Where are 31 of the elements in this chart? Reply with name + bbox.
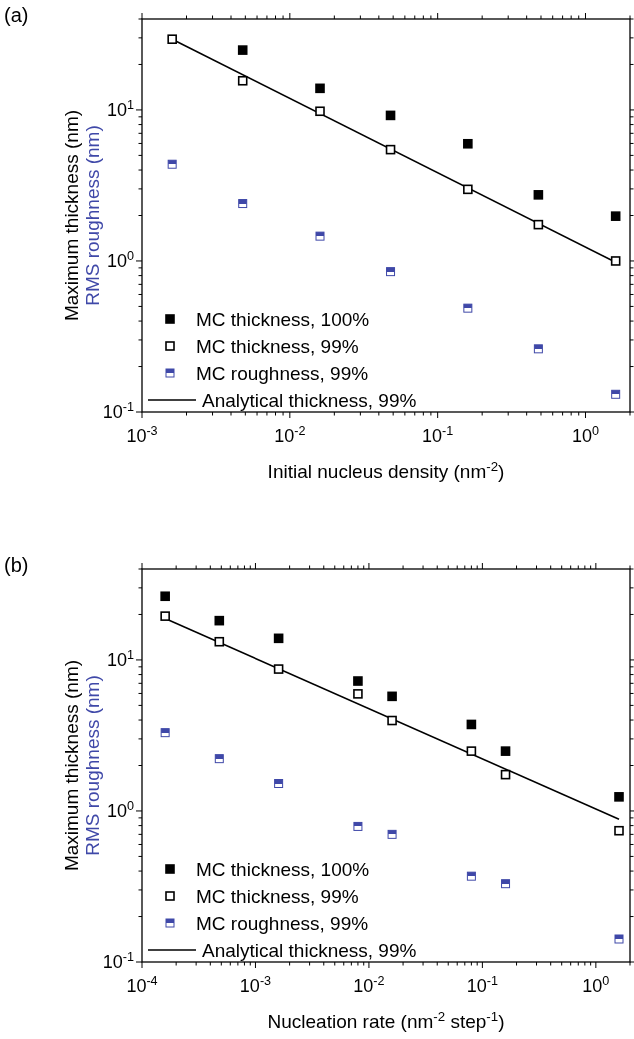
y-tick-label: 10$^{0}$ [106, 248, 134, 271]
text: RMS roughness (nm) [82, 675, 103, 856]
legend-label: MC thickness, 100% [196, 859, 370, 880]
text: RMS roughness (nm) [82, 125, 103, 306]
x-tick-label: 10$^{0}$ [582, 974, 610, 996]
x-tick-label: 10$^{-3}$ [239, 974, 272, 996]
text: Maximum thickness (nm) [61, 659, 82, 872]
legend-label: MC thickness, 100% [196, 309, 370, 330]
legend-label: MC roughness, 99% [196, 363, 369, 384]
x-tick-label: 10$^{-3}$ [126, 424, 158, 446]
legend-label: Analytical thickness, 99% [202, 390, 417, 411]
chart-title: (a) [4, 4, 29, 26]
x-tick-label: 10$^{0}$ [571, 424, 600, 446]
y-tick-label: 10$^{-1}$ [102, 950, 134, 972]
chart-title: (b) [4, 554, 29, 576]
x-tick-label: 10$^{-1}$ [466, 974, 498, 996]
x-tick-label: 10$^{-2}$ [353, 974, 385, 996]
legend-label: Analytical thickness, 99% [202, 940, 417, 961]
x-tick-label: 10$^{-2}$ [274, 424, 306, 446]
x-tick-label: 10$^{-1}$ [422, 424, 454, 446]
y-tick-label: 10$^{1}$ [106, 647, 134, 670]
x-axis-title: Initial nucleus density (nm$^{-2}$) [267, 458, 505, 482]
legend-label: MC roughness, 99% [196, 913, 369, 934]
y-tick-label: 10$^{-1}$ [102, 400, 134, 422]
x-axis-title: Nucleation rate (nm$^{-2}$ step$^{-1}$) [267, 1008, 505, 1032]
text: Maximum thickness (nm) [61, 109, 82, 322]
x-tick-label: 10$^{-4}$ [126, 974, 158, 996]
y-tick-label: 10$^{1}$ [106, 97, 134, 120]
y-tick-label: 10$^{0}$ [106, 798, 134, 821]
legend-label: MC thickness, 99% [196, 886, 359, 907]
legend-label: MC thickness, 99% [196, 336, 359, 357]
